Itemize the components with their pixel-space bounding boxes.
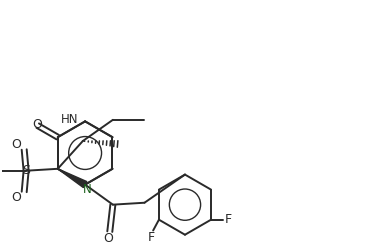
Text: O: O: [32, 118, 42, 131]
Text: S: S: [22, 164, 30, 177]
Text: F: F: [225, 213, 232, 226]
Text: N: N: [83, 183, 91, 196]
Polygon shape: [58, 169, 87, 187]
Text: O: O: [103, 232, 113, 245]
Text: HN: HN: [61, 113, 78, 126]
Text: O: O: [11, 138, 21, 151]
Text: F: F: [148, 231, 155, 244]
Text: O: O: [11, 191, 21, 204]
